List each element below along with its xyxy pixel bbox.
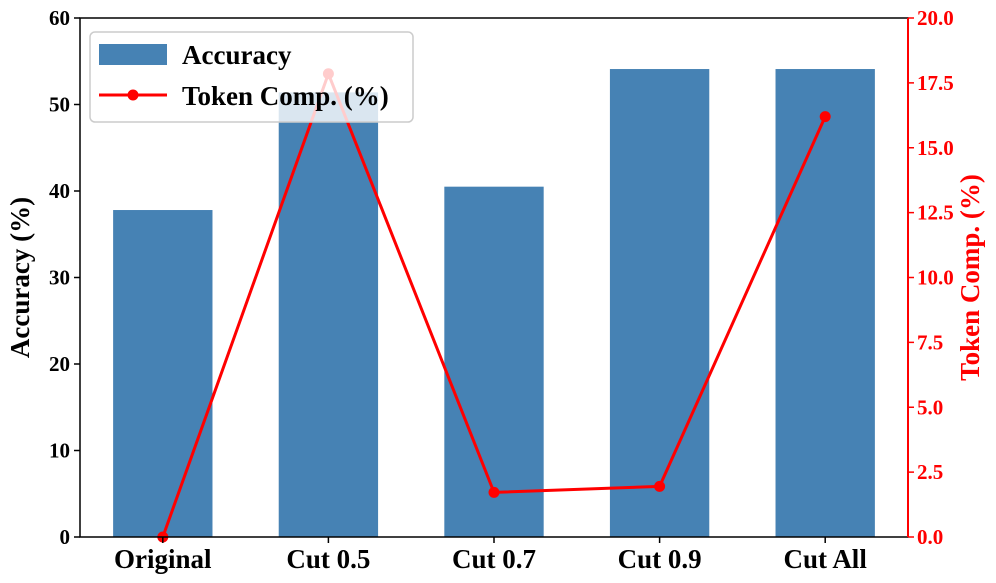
y2-axis-title: Token Comp. (%) [955, 174, 985, 381]
left-tick-label: 20 [49, 352, 70, 376]
bar-cut-all [775, 69, 875, 537]
left-tick-label: 40 [49, 179, 70, 203]
x-tick-label: Cut 0.9 [618, 544, 702, 574]
bar-cut-09 [609, 69, 710, 537]
left-tick-label: 10 [49, 439, 70, 463]
token-comp-point-5 [819, 111, 831, 123]
left-tick-label: 0 [60, 525, 71, 549]
right-tick-label: 20.0 [917, 6, 954, 30]
x-tick-label: Cut All [784, 544, 868, 574]
legend: Accuracy Token Comp. (%) [89, 31, 414, 123]
right-tick-label: 0.0 [917, 525, 943, 549]
right-tick-label: 10.0 [917, 266, 954, 290]
left-tick-label: 60 [49, 6, 70, 30]
token-comp-point-4 [654, 480, 666, 492]
bar-original [113, 210, 213, 537]
right-tick-label: 7.5 [917, 330, 943, 354]
legend-token-marker [127, 89, 139, 101]
bar-cut-07 [444, 186, 544, 538]
right-tick-label: 2.5 [917, 460, 943, 484]
right-tick-label: 17.5 [917, 71, 954, 95]
legend-accuracy-swatch [99, 44, 167, 65]
token-comp-point-3 [488, 486, 500, 498]
legend-token-label: Token Comp. (%) [182, 81, 389, 111]
left-tick-label: 50 [49, 93, 70, 117]
x-tick-label: Cut 0.7 [452, 544, 536, 574]
legend-box [89, 31, 414, 123]
right-tick-label: 5.0 [917, 395, 943, 419]
y-axis-title: Accuracy (%) [5, 197, 35, 358]
left-tick-label: 30 [49, 266, 70, 290]
right-tick-label: 15.0 [917, 136, 954, 160]
x-tick-label: Original [114, 544, 212, 574]
right-tick-label: 12.5 [917, 201, 954, 225]
legend-accuracy-label: Accuracy [182, 40, 292, 70]
x-tick-label: Cut 0.5 [286, 544, 370, 574]
